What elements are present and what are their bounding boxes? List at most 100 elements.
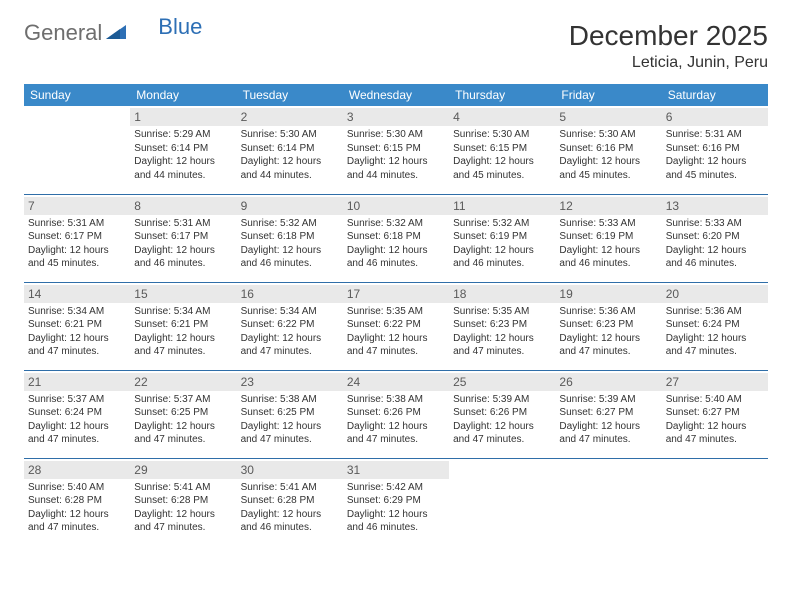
sunset-text: Sunset: 6:17 PM [28, 230, 126, 244]
daylight-line2: and 47 minutes. [241, 433, 339, 447]
day-number: 7 [24, 197, 130, 215]
sunrise-text: Sunrise: 5:34 AM [28, 305, 126, 319]
daylight-line2: and 44 minutes. [347, 169, 445, 183]
day-number: 10 [343, 197, 449, 215]
sunset-text: Sunset: 6:26 PM [347, 406, 445, 420]
daylight-line1: Daylight: 12 hours [28, 420, 126, 434]
calendar-week-row: 14Sunrise: 5:34 AMSunset: 6:21 PMDayligh… [24, 282, 768, 370]
sun-info: Sunrise: 5:31 AMSunset: 6:17 PMDaylight:… [134, 217, 232, 271]
day-number: 24 [343, 373, 449, 391]
sunrise-text: Sunrise: 5:33 AM [559, 217, 657, 231]
sun-info: Sunrise: 5:39 AMSunset: 6:27 PMDaylight:… [559, 393, 657, 447]
sunset-text: Sunset: 6:28 PM [241, 494, 339, 508]
daylight-line1: Daylight: 12 hours [134, 332, 232, 346]
sun-info: Sunrise: 5:30 AMSunset: 6:14 PMDaylight:… [241, 128, 339, 182]
daylight-line1: Daylight: 12 hours [559, 244, 657, 258]
weekday-header: Saturday [662, 84, 768, 106]
sunrise-text: Sunrise: 5:40 AM [666, 393, 764, 407]
sun-info: Sunrise: 5:33 AMSunset: 6:19 PMDaylight:… [559, 217, 657, 271]
sunset-text: Sunset: 6:15 PM [347, 142, 445, 156]
daylight-line1: Daylight: 12 hours [347, 155, 445, 169]
daylight-line1: Daylight: 12 hours [666, 420, 764, 434]
daylight-line2: and 47 minutes. [453, 345, 551, 359]
sunrise-text: Sunrise: 5:32 AM [453, 217, 551, 231]
sun-info: Sunrise: 5:38 AMSunset: 6:25 PMDaylight:… [241, 393, 339, 447]
sun-info: Sunrise: 5:39 AMSunset: 6:26 PMDaylight:… [453, 393, 551, 447]
sun-info: Sunrise: 5:35 AMSunset: 6:23 PMDaylight:… [453, 305, 551, 359]
calendar-day-cell: 5Sunrise: 5:30 AMSunset: 6:16 PMDaylight… [555, 106, 661, 194]
sunset-text: Sunset: 6:21 PM [28, 318, 126, 332]
sunrise-text: Sunrise: 5:41 AM [134, 481, 232, 495]
daylight-line2: and 47 minutes. [28, 521, 126, 535]
calendar-day-cell: 1Sunrise: 5:29 AMSunset: 6:14 PMDaylight… [130, 106, 236, 194]
day-number: 30 [237, 461, 343, 479]
sun-info: Sunrise: 5:30 AMSunset: 6:15 PMDaylight:… [347, 128, 445, 182]
calendar-day-cell: 20Sunrise: 5:36 AMSunset: 6:24 PMDayligh… [662, 282, 768, 370]
calendar-header-row: SundayMondayTuesdayWednesdayThursdayFrid… [24, 84, 768, 106]
calendar-day-cell: 21Sunrise: 5:37 AMSunset: 6:24 PMDayligh… [24, 370, 130, 458]
daylight-line1: Daylight: 12 hours [241, 420, 339, 434]
daylight-line1: Daylight: 12 hours [453, 244, 551, 258]
weekday-header: Thursday [449, 84, 555, 106]
day-number: 15 [130, 285, 236, 303]
calendar-day-cell [449, 458, 555, 546]
daylight-line1: Daylight: 12 hours [28, 332, 126, 346]
sun-info: Sunrise: 5:42 AMSunset: 6:29 PMDaylight:… [347, 481, 445, 535]
calendar-day-cell: 6Sunrise: 5:31 AMSunset: 6:16 PMDaylight… [662, 106, 768, 194]
day-number: 25 [449, 373, 555, 391]
sunset-text: Sunset: 6:26 PM [453, 406, 551, 420]
sunset-text: Sunset: 6:27 PM [559, 406, 657, 420]
daylight-line1: Daylight: 12 hours [134, 508, 232, 522]
day-number: 2 [237, 108, 343, 126]
sun-info: Sunrise: 5:40 AMSunset: 6:28 PMDaylight:… [28, 481, 126, 535]
daylight-line1: Daylight: 12 hours [241, 332, 339, 346]
calendar-day-cell: 19Sunrise: 5:36 AMSunset: 6:23 PMDayligh… [555, 282, 661, 370]
day-number: 19 [555, 285, 661, 303]
daylight-line1: Daylight: 12 hours [134, 244, 232, 258]
sunrise-text: Sunrise: 5:37 AM [134, 393, 232, 407]
calendar-day-cell [555, 458, 661, 546]
daylight-line1: Daylight: 12 hours [347, 332, 445, 346]
calendar-day-cell [662, 458, 768, 546]
daylight-line1: Daylight: 12 hours [559, 155, 657, 169]
calendar-week-row: 7Sunrise: 5:31 AMSunset: 6:17 PMDaylight… [24, 194, 768, 282]
day-number: 3 [343, 108, 449, 126]
daylight-line2: and 47 minutes. [666, 345, 764, 359]
calendar-day-cell: 16Sunrise: 5:34 AMSunset: 6:22 PMDayligh… [237, 282, 343, 370]
sunrise-text: Sunrise: 5:30 AM [241, 128, 339, 142]
daylight-line2: and 44 minutes. [241, 169, 339, 183]
sunset-text: Sunset: 6:19 PM [559, 230, 657, 244]
day-number: 12 [555, 197, 661, 215]
calendar-day-cell: 15 Sunrise: 5:34 AMSunset: 6:21 PMDayligh… [130, 282, 236, 370]
sunset-text: Sunset: 6:29 PM [347, 494, 445, 508]
daylight-line2: and 47 minutes. [134, 433, 232, 447]
calendar-week-row: 28 Sunrise: 5:40 AMSunset: 6:28 PMDayligh… [24, 458, 768, 546]
daylight-line2: and 44 minutes. [134, 169, 232, 183]
sun-info: Sunrise: 5:37 AMSunset: 6:24 PMDaylight:… [28, 393, 126, 447]
calendar-day-cell: 3 Sunrise: 5:30 AMSunset: 6:15 PMDaylight… [343, 106, 449, 194]
sunset-text: Sunset: 6:24 PM [28, 406, 126, 420]
daylight-line2: and 47 minutes. [28, 433, 126, 447]
daylight-line2: and 45 minutes. [559, 169, 657, 183]
sunset-text: Sunset: 6:22 PM [347, 318, 445, 332]
sunset-text: Sunset: 6:22 PM [241, 318, 339, 332]
location-text: Leticia, Junin, Peru [569, 54, 768, 72]
daylight-line2: and 47 minutes. [559, 433, 657, 447]
daylight-line2: and 46 minutes. [241, 257, 339, 271]
calendar-day-cell: 4Sunrise: 5:30 AMSunset: 6:15 PMDaylight… [449, 106, 555, 194]
calendar-day-cell: 7Sunrise: 5:31 AMSunset: 6:17 PMDaylight… [24, 194, 130, 282]
sunrise-text: Sunrise: 5:35 AM [453, 305, 551, 319]
daylight-line2: and 45 minutes. [28, 257, 126, 271]
sun-info: Sunrise: 5:32 AMSunset: 6:18 PMDaylight:… [347, 217, 445, 271]
day-number: 28 [24, 461, 130, 479]
sunrise-text: Sunrise: 5:36 AM [666, 305, 764, 319]
calendar-day-cell [24, 106, 130, 194]
sunset-text: Sunset: 6:21 PM [134, 318, 232, 332]
logo-triangle-icon [106, 23, 126, 44]
day-number: 14 [24, 285, 130, 303]
sun-info: Sunrise: 5:29 AMSunset: 6:14 PMDaylight:… [134, 128, 232, 182]
sun-info: Sunrise: 5:34 AMSunset: 6:21 PMDaylight:… [134, 305, 232, 359]
sunrise-text: Sunrise: 5:35 AM [347, 305, 445, 319]
day-number: 5 [555, 108, 661, 126]
sun-info: Sunrise: 5:33 AMSunset: 6:20 PMDaylight:… [666, 217, 764, 271]
